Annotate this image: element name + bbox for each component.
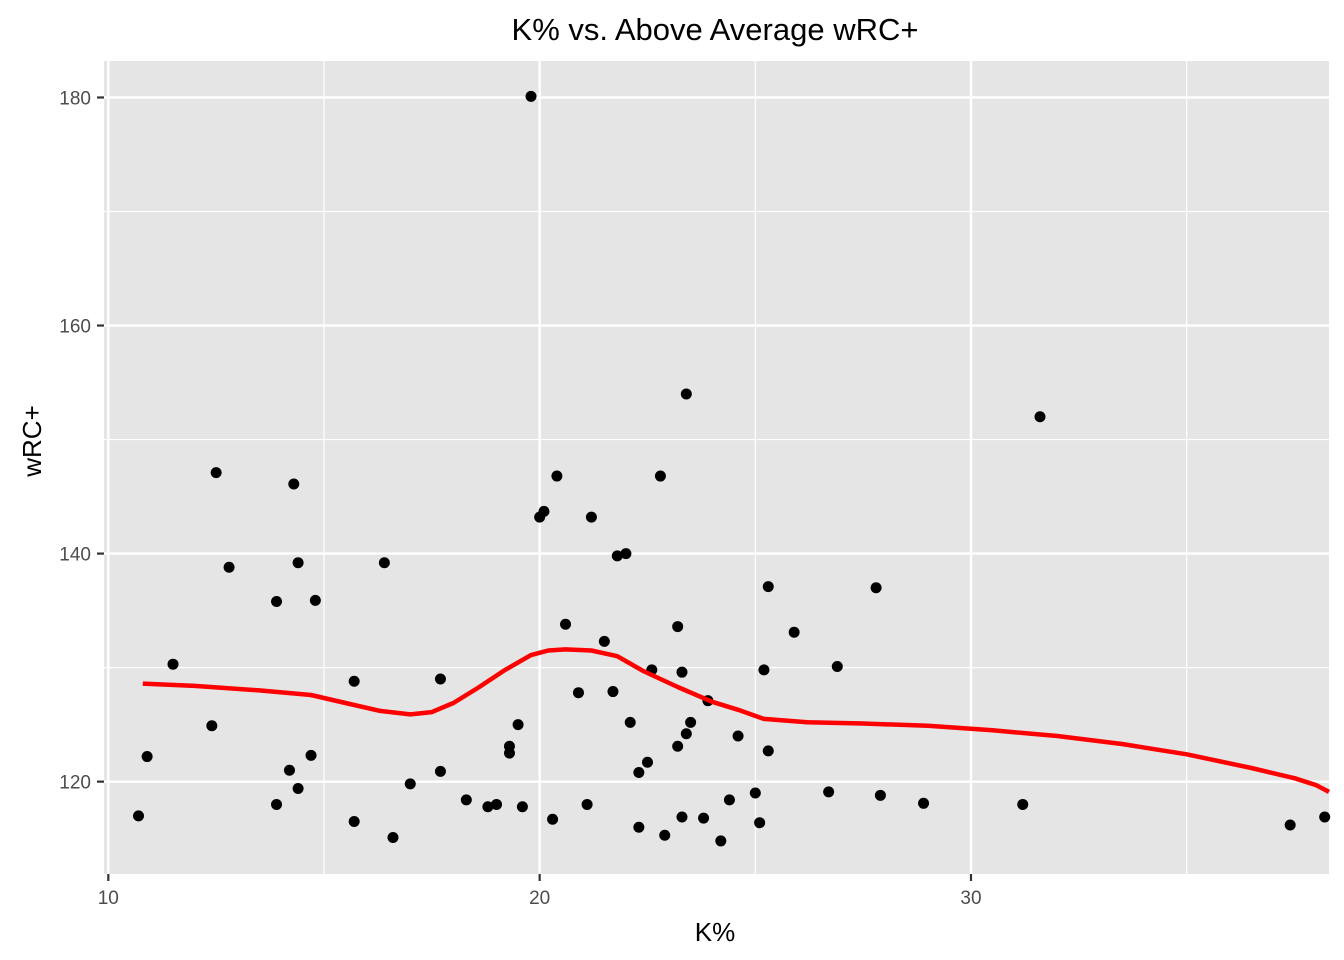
axis-ticks <box>97 96 973 881</box>
data-point <box>672 621 684 633</box>
chart-title: K% vs. Above Average wRC+ <box>512 12 919 47</box>
data-point <box>512 719 524 731</box>
data-point <box>633 821 645 833</box>
data-point <box>305 749 317 761</box>
data-point <box>598 635 610 647</box>
data-point <box>141 751 153 763</box>
data-point <box>641 756 653 768</box>
data-point <box>292 782 304 794</box>
data-point <box>749 787 761 799</box>
data-point <box>611 550 623 562</box>
x-tick-label: 20 <box>529 888 550 909</box>
data-point <box>309 594 321 606</box>
data-point <box>870 582 882 594</box>
data-point <box>547 813 559 825</box>
data-point <box>672 740 684 752</box>
data-point <box>762 745 774 757</box>
data-point <box>404 778 416 790</box>
minor-gridlines <box>104 61 1329 874</box>
data-point <box>460 794 472 806</box>
data-point <box>715 835 727 847</box>
data-point <box>271 798 283 810</box>
data-point <box>698 812 710 824</box>
data-point <box>758 664 770 676</box>
data-point <box>676 811 688 823</box>
data-point <box>831 660 843 672</box>
data-point <box>271 595 283 607</box>
data-point <box>676 666 688 678</box>
data-point <box>654 470 666 482</box>
data-point <box>1284 819 1296 831</box>
data-point <box>378 557 390 569</box>
data-point <box>348 816 360 828</box>
data-points <box>133 90 1331 847</box>
data-point <box>491 798 503 810</box>
data-point <box>482 801 494 813</box>
data-point <box>434 765 446 777</box>
data-point <box>918 797 930 809</box>
data-point <box>624 716 636 728</box>
data-point <box>762 581 774 593</box>
data-point <box>823 786 835 798</box>
smooth-trend-line <box>142 647 1331 794</box>
plot-panel <box>104 61 1329 874</box>
data-point <box>680 728 692 740</box>
data-point <box>538 505 550 517</box>
data-point <box>732 730 744 742</box>
data-point <box>387 832 399 844</box>
data-point <box>283 764 295 776</box>
y-tick-label: 120 <box>59 773 91 794</box>
data-point <box>1017 798 1029 810</box>
data-point <box>551 470 563 482</box>
data-point <box>525 90 537 102</box>
data-point <box>210 467 222 479</box>
data-point <box>680 388 692 400</box>
data-point <box>348 675 360 687</box>
data-point <box>167 658 179 670</box>
major-gridlines <box>104 61 1329 874</box>
x-tick-label: 10 <box>98 888 119 909</box>
data-point <box>516 801 528 813</box>
data-point <box>585 511 597 523</box>
data-point <box>572 687 584 699</box>
data-point <box>560 618 572 630</box>
data-point <box>1034 411 1046 423</box>
data-point <box>434 673 446 685</box>
data-point <box>754 817 766 829</box>
tick-labels: 10 20 30 120 140 160 180 <box>59 88 981 909</box>
x-axis-title: K% <box>695 917 735 947</box>
data-point <box>874 789 886 801</box>
data-point <box>223 561 235 573</box>
data-point <box>1319 811 1331 823</box>
data-point <box>607 686 619 698</box>
data-point <box>503 740 515 752</box>
data-point <box>292 557 304 569</box>
data-point <box>206 720 218 732</box>
data-point <box>633 767 645 779</box>
y-tick-label: 160 <box>59 317 91 338</box>
data-point <box>288 478 300 490</box>
y-tick-label: 140 <box>59 545 91 566</box>
data-point <box>723 794 735 806</box>
data-point <box>659 829 671 841</box>
data-point <box>620 548 632 560</box>
data-point <box>133 810 145 822</box>
data-point <box>788 626 800 638</box>
data-point <box>581 798 593 810</box>
y-tick-label: 180 <box>59 88 91 109</box>
y-axis-title: wRC+ <box>17 405 47 478</box>
x-tick-label: 30 <box>960 888 981 909</box>
data-point <box>685 716 697 728</box>
